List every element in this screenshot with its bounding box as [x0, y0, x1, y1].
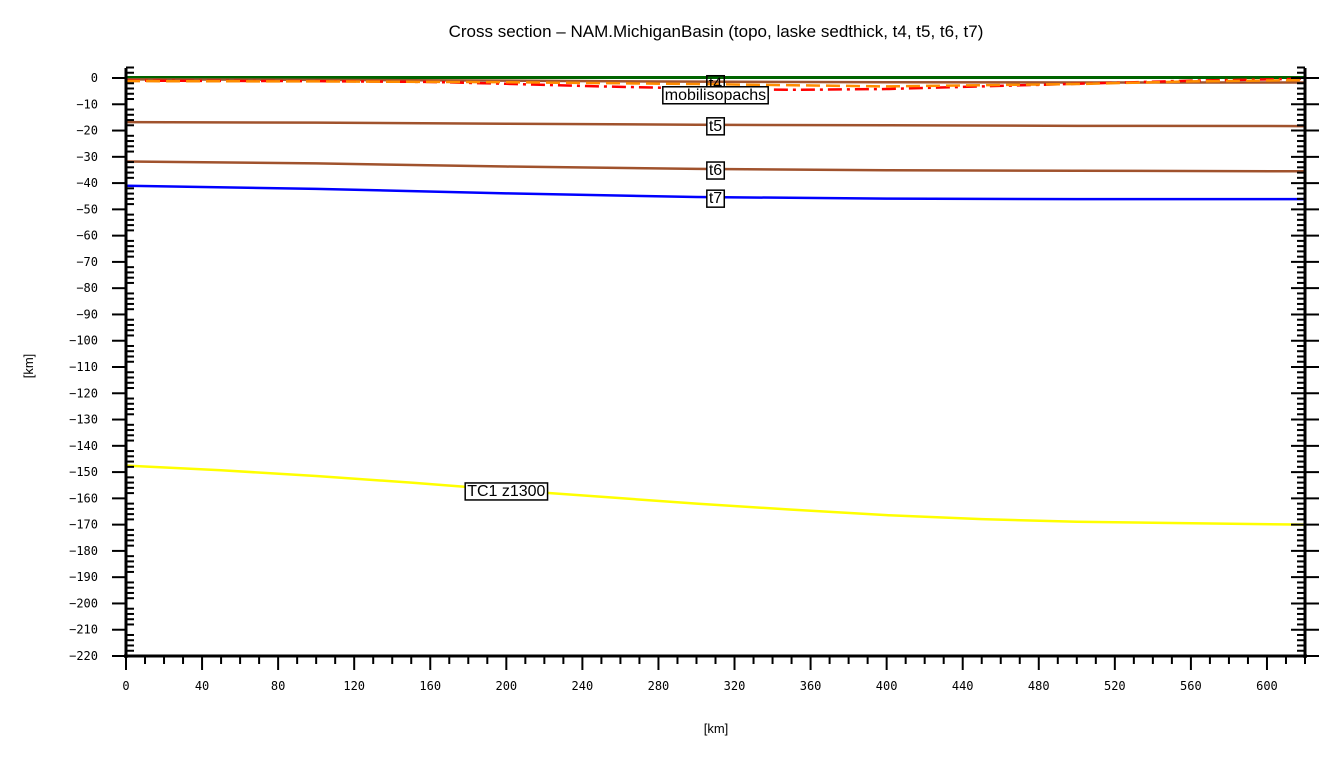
- svg-text:t7: t7: [709, 190, 722, 207]
- y-tick-label: −140: [69, 439, 98, 453]
- y-tick-label: −210: [69, 623, 98, 637]
- y-tick-label: −40: [76, 176, 98, 190]
- x-tick-label: 200: [495, 679, 517, 693]
- y-tick-label: −170: [69, 518, 98, 532]
- x-tick-label: 480: [1028, 679, 1050, 693]
- x-tick-label: 40: [195, 679, 209, 693]
- y-axis-label: [km]: [21, 354, 36, 379]
- x-tick-label: 360: [800, 679, 822, 693]
- y-tick-label: −130: [69, 413, 98, 427]
- y-tick-label: −190: [69, 570, 98, 584]
- x-tick-label: 560: [1180, 679, 1202, 693]
- series-mobil-isopachs: [125, 78, 1306, 88]
- x-axis-label: [km]: [704, 721, 729, 736]
- y-tick-label: −70: [76, 255, 98, 269]
- x-tick-label: 240: [572, 679, 594, 693]
- label-t7: t7: [706, 189, 726, 208]
- y-tick-label: −160: [69, 491, 98, 505]
- y-tick-label: −60: [76, 229, 98, 243]
- y-tick-label: −180: [69, 544, 98, 558]
- y-tick-label: −10: [76, 97, 98, 111]
- svg-text:TC1 z1300: TC1 z1300: [467, 483, 545, 500]
- series-tc1-z1300: [125, 464, 1306, 526]
- x-tick-label: 440: [952, 679, 974, 693]
- series-t5: [125, 120, 1306, 128]
- label-t5: t5: [706, 117, 726, 136]
- label-t6: t6: [706, 161, 726, 180]
- x-tick-label: 80: [271, 679, 285, 693]
- svg-text:t5: t5: [709, 118, 722, 135]
- x-tick-label: 280: [648, 679, 670, 693]
- series-t6: [125, 160, 1306, 173]
- x-tick-label: 120: [343, 679, 365, 693]
- svg-text:mobilisopachs: mobilisopachs: [665, 87, 766, 104]
- chart-title: Cross section – NAM.MichiganBasin (topo,…: [449, 22, 984, 41]
- y-tick-label: −220: [69, 649, 98, 663]
- y-tick-label: −90: [76, 307, 98, 321]
- y-tick-label: −30: [76, 150, 98, 164]
- series-t7: [125, 184, 1305, 201]
- series-t4: [125, 78, 1305, 84]
- y-tick-label: −200: [69, 596, 98, 610]
- y-tick-label: −150: [69, 465, 98, 479]
- x-tick-label: 600: [1256, 679, 1278, 693]
- y-tick-label: −80: [76, 281, 98, 295]
- svg-text:t6: t6: [709, 162, 722, 179]
- x-tick-label: 0: [122, 679, 129, 693]
- y-tick-label: −120: [69, 386, 98, 400]
- x-tick-label: 520: [1104, 679, 1126, 693]
- y-tick-label: 0: [91, 71, 98, 85]
- x-tick-label: 400: [876, 679, 898, 693]
- y-tick-label: −100: [69, 334, 98, 348]
- y-tick-label: −20: [76, 124, 98, 138]
- label-tc1-z1300: TC1 z1300: [464, 482, 549, 501]
- y-tick-label: −50: [76, 202, 98, 216]
- label-mobil-isopachs: mobilisopachs: [662, 86, 769, 105]
- x-tick-label: 160: [419, 679, 441, 693]
- axes: 0 −10 −20 −30 −40 −50 −60 −70 −80 −90 −100 −110 −120…: [69, 66, 1319, 693]
- plot-lines: [125, 75, 1306, 526]
- x-tick-label: 320: [724, 679, 746, 693]
- y-tick-label: −110: [69, 360, 98, 374]
